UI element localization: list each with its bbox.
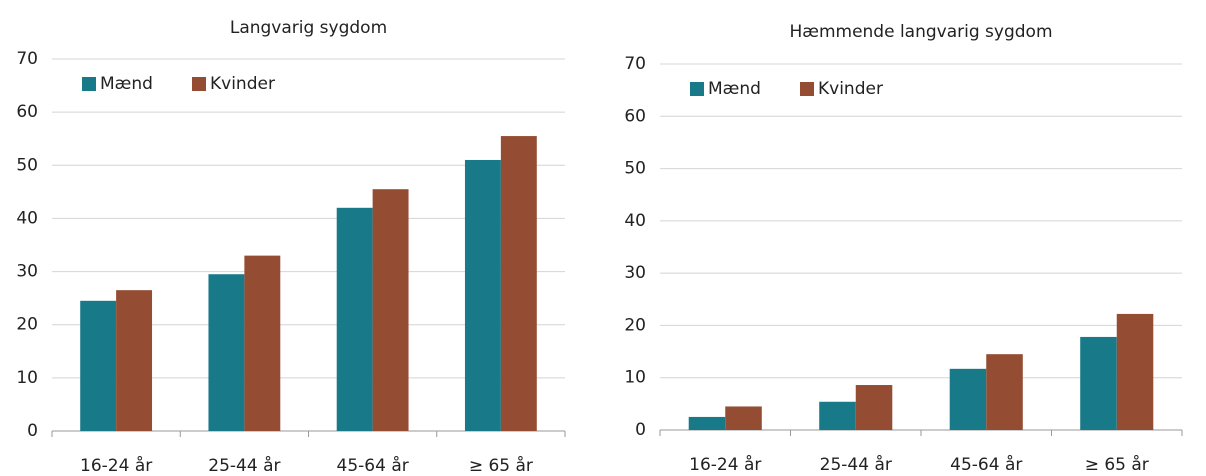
x-tick-label: 16-24 år <box>80 455 152 476</box>
legend-swatch <box>800 82 814 96</box>
bar <box>116 290 153 431</box>
chart-title: Langvarig sygdom <box>230 18 387 38</box>
y-tick-label: 60 <box>16 102 38 122</box>
bar <box>80 300 117 431</box>
x-tick-label: 25-44 år <box>820 454 892 475</box>
y-tick-label: 30 <box>624 263 646 283</box>
bar <box>244 255 281 431</box>
bar <box>855 385 893 430</box>
y-tick-label: 40 <box>624 211 646 231</box>
bar <box>336 207 373 431</box>
bar <box>1080 336 1117 430</box>
bar <box>986 354 1023 430</box>
y-tick-label: 0 <box>635 420 646 440</box>
x-tick-label: 16-24 år <box>689 454 761 475</box>
x-tick-label: ≥ 65 år <box>469 455 533 476</box>
y-tick-label: 60 <box>624 106 646 126</box>
y-tick-label: 50 <box>624 159 646 179</box>
chart-title: Hæmmende langvarig sygdom <box>789 22 1052 42</box>
legend-swatch <box>192 77 206 91</box>
bar <box>688 416 726 430</box>
bar <box>1116 313 1154 430</box>
x-tick-label: 45-64 år <box>337 455 409 476</box>
x-tick-label: 25-44 år <box>208 455 280 476</box>
y-tick-label: 40 <box>16 208 38 228</box>
y-tick-label: 30 <box>16 262 38 282</box>
legend-label: Kvinder <box>818 79 883 99</box>
y-tick-label: 50 <box>16 155 38 175</box>
y-tick-label: 70 <box>16 49 38 69</box>
legend-swatch <box>82 77 96 91</box>
y-tick-label: 20 <box>624 315 646 335</box>
bar <box>725 406 762 430</box>
y-tick-label: 10 <box>624 368 646 388</box>
bar <box>949 368 987 430</box>
bar <box>372 189 409 431</box>
y-tick-label: 10 <box>16 368 38 388</box>
bar <box>464 159 501 431</box>
legend-label: Mænd <box>708 79 761 99</box>
bar <box>819 401 856 430</box>
x-tick-label: ≥ 65 år <box>1085 454 1149 475</box>
bar <box>208 274 245 431</box>
legend-swatch <box>690 82 704 96</box>
y-tick-label: 70 <box>624 54 646 74</box>
y-tick-label: 0 <box>27 421 38 441</box>
x-tick-label: 45-64 år <box>950 454 1022 475</box>
y-tick-label: 20 <box>16 315 38 335</box>
legend-label: Kvinder <box>210 74 275 94</box>
bar <box>500 136 537 432</box>
legend-label: Mænd <box>100 74 153 94</box>
